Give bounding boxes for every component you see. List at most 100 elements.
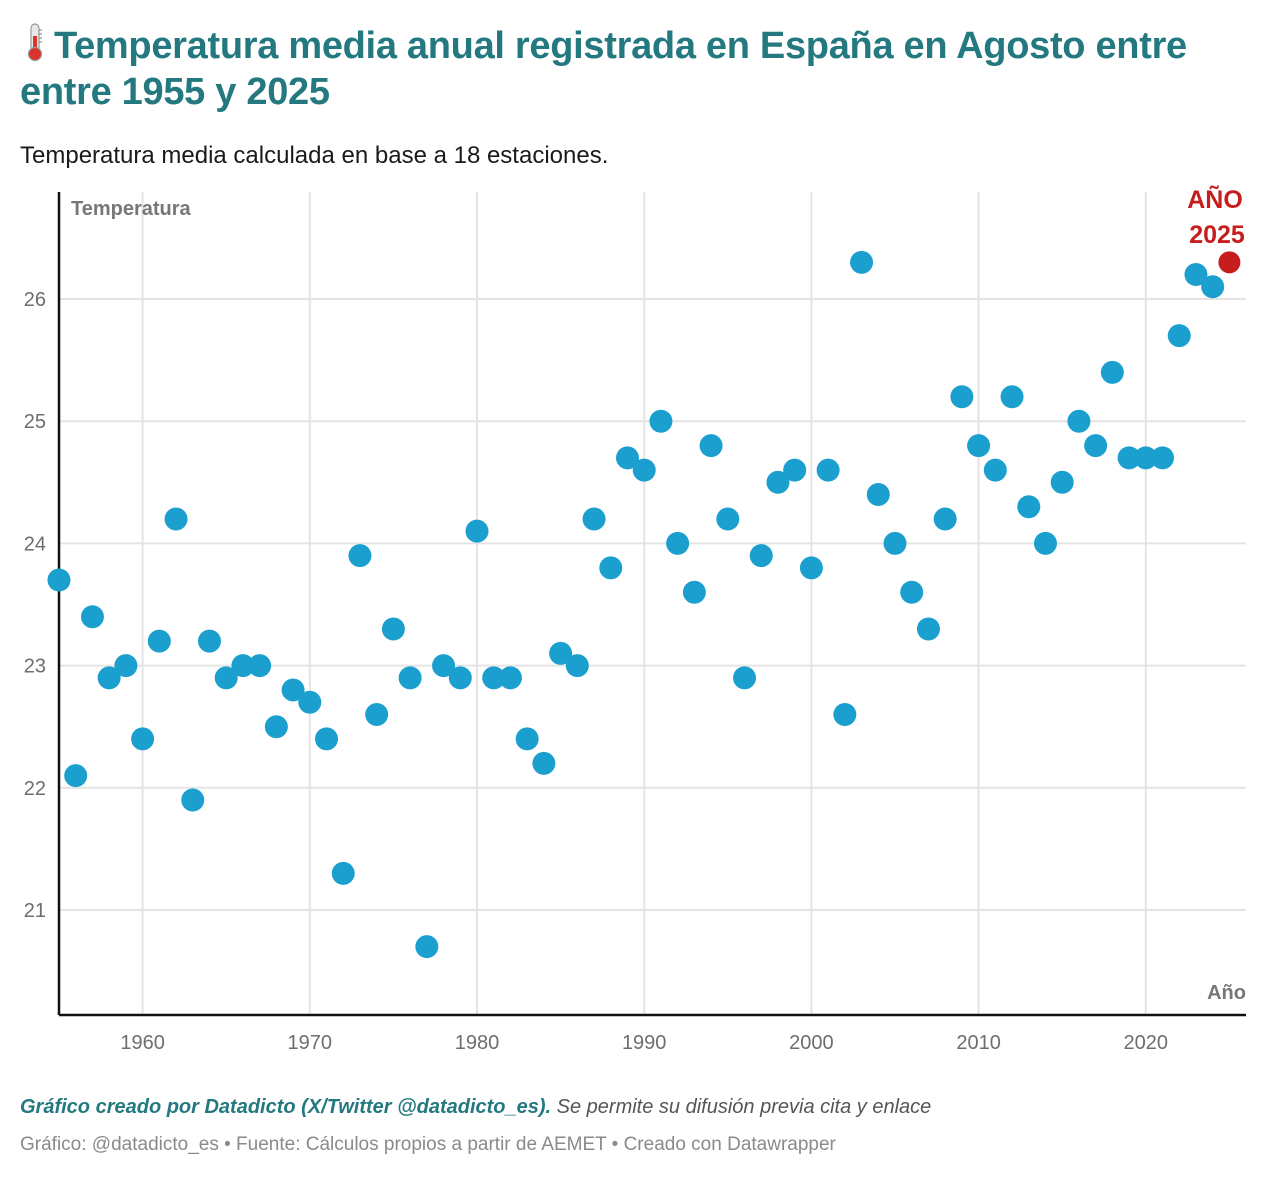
data-point[interactable]: 2008: 24.2 xyxy=(933,507,957,531)
credit-rest: Se permite su difusión previa cita y enl… xyxy=(551,1096,932,1118)
data-point[interactable]: 1981: 22.9 xyxy=(482,666,506,690)
data-point[interactable]: 1955: 23.7 xyxy=(47,568,71,592)
data-point[interactable]: 1999: 24.6 xyxy=(783,458,807,482)
y-tick-label: 25 xyxy=(24,411,46,433)
y-tick-label: 23 xyxy=(24,656,46,678)
data-point[interactable]: 1992: 24 xyxy=(666,531,690,555)
data-point[interactable]: 2022: 25.7 xyxy=(1167,324,1191,348)
data-point[interactable]: 2012: 25.2 xyxy=(1000,385,1024,409)
data-point[interactable]: 1983: 22.4 xyxy=(515,727,539,751)
x-tick-label: 2020 xyxy=(1124,1032,1169,1054)
data-point[interactable]: 1979: 22.9 xyxy=(448,666,472,690)
data-point[interactable]: 2024: 26.1 xyxy=(1201,275,1225,299)
data-point[interactable]: 1988: 23.8 xyxy=(599,556,623,580)
data-point[interactable]: 1980: 24.1 xyxy=(465,519,489,543)
data-point[interactable]: 1972: 21.3 xyxy=(331,861,355,885)
y-tick-label: 24 xyxy=(24,533,46,555)
data-point[interactable]: 1961: 23.2 xyxy=(147,629,171,653)
data-point[interactable]: 1958: 22.9 xyxy=(97,666,121,690)
data-point[interactable]: 1964: 23.2 xyxy=(197,629,221,653)
x-tick-label: 2010 xyxy=(956,1032,1001,1054)
data-point[interactable]: 1997: 23.9 xyxy=(749,544,773,568)
x-tick-label: 1970 xyxy=(288,1032,333,1054)
data-point[interactable]: 2018: 25.4 xyxy=(1100,360,1124,384)
data-point[interactable]: 2005: 24 xyxy=(883,531,907,555)
chart-title-text: Temperatura media anual registrada en Es… xyxy=(20,25,1187,113)
data-point[interactable]: 1987: 24.2 xyxy=(582,507,606,531)
chart-title: Temperatura media anual registrada en Es… xyxy=(20,22,1250,115)
x-tick-label: 1980 xyxy=(455,1032,500,1054)
source-line: Gráfico: @datadicto_es • Fuente: Cálculo… xyxy=(20,1134,836,1155)
data-point[interactable]: 1963: 21.9 xyxy=(181,788,205,812)
data-point[interactable]: 1957: 23.4 xyxy=(80,605,104,629)
data-point[interactable]: 1969: 22.8 xyxy=(281,678,305,702)
data-point[interactable]: 1998: 24.5 xyxy=(766,470,790,494)
highlight-annotation-line2: 2025 xyxy=(1189,221,1245,249)
data-point[interactable]: 1982: 22.9 xyxy=(498,666,522,690)
data-point[interactable]: 1966: 23 xyxy=(231,654,255,678)
highlight-data-point[interactable]: 2025: 26.3 xyxy=(1218,251,1241,274)
data-point[interactable]: 2011: 24.6 xyxy=(983,458,1007,482)
data-point[interactable]: 2023: 26.2 xyxy=(1184,263,1208,287)
data-point[interactable]: 2014: 24 xyxy=(1033,531,1057,555)
x-tick-label: 1990 xyxy=(622,1032,667,1054)
data-point[interactable]: 2000: 23.8 xyxy=(799,556,823,580)
data-point[interactable]: 1995: 24.2 xyxy=(716,507,740,531)
data-point[interactable]: 1975: 23.3 xyxy=(381,617,405,641)
data-point[interactable]: 2003: 26.3 xyxy=(850,250,874,274)
data-point[interactable]: 1996: 22.9 xyxy=(733,666,757,690)
x-tick-label: 1960 xyxy=(120,1032,165,1054)
data-point[interactable]: 1989: 24.7 xyxy=(615,446,639,470)
data-point[interactable]: 2020: 24.7 xyxy=(1134,446,1158,470)
highlight-layer: AÑO 2025 2025: 26.3 xyxy=(1187,184,1245,274)
data-point[interactable]: 1970: 22.7 xyxy=(298,690,322,714)
data-point[interactable]: 1984: 22.2 xyxy=(532,751,556,775)
x-axis-title: Año xyxy=(1207,982,1246,1004)
points-layer: 1955: 23.7 1956: 22.1 1957: 23.4 1958: 22.9… xyxy=(47,250,1225,959)
y-tick-label: 26 xyxy=(24,289,46,311)
data-point[interactable]: 2021: 24.7 xyxy=(1151,446,1175,470)
data-point[interactable]: 1960: 22.4 xyxy=(131,727,155,751)
data-point[interactable]: 2009: 25.2 xyxy=(950,385,974,409)
data-point[interactable]: 1962: 24.2 xyxy=(164,507,188,531)
data-point[interactable]: 2010: 24.8 xyxy=(967,434,991,458)
data-point[interactable]: 2007: 23.3 xyxy=(916,617,940,641)
data-point[interactable]: 2017: 24.8 xyxy=(1084,434,1108,458)
data-point[interactable]: 1993: 23.6 xyxy=(682,580,706,604)
data-point[interactable]: 1959: 23 xyxy=(114,654,138,678)
data-point[interactable]: 1978: 23 xyxy=(432,654,456,678)
x-tick-label: 2000 xyxy=(789,1032,834,1054)
data-point[interactable]: 1994: 24.8 xyxy=(699,434,723,458)
credit-strong: Gráfico creado por Datadicto (X/Twitter … xyxy=(20,1096,552,1118)
y-tick-label: 22 xyxy=(24,778,46,800)
chart-subtitle: Temperatura media calculada en base a 18… xyxy=(20,142,609,169)
data-point[interactable]: 1976: 22.9 xyxy=(398,666,422,690)
data-point[interactable]: 2016: 25 xyxy=(1067,409,1091,433)
data-point[interactable]: 1956: 22.1 xyxy=(64,764,88,788)
data-point[interactable]: 2019: 24.7 xyxy=(1117,446,1141,470)
data-point[interactable]: 1986: 23 xyxy=(565,654,589,678)
highlight-annotation-line1: AÑO xyxy=(1187,184,1243,214)
scatter-chart: 21 22 23 24 25 26 1960 1970 1980 1990 2000 2010 2020… xyxy=(24,184,1246,1054)
data-point[interactable]: 2002: 22.6 xyxy=(833,702,857,726)
data-point[interactable]: 2015: 24.5 xyxy=(1050,470,1074,494)
data-point[interactable]: 1971: 22.4 xyxy=(315,727,339,751)
data-point[interactable]: 1990: 24.6 xyxy=(632,458,656,482)
axis-layer: 21 22 23 24 25 26 1960 1970 1980 1990 2000 2010 2020 xyxy=(24,192,1246,1054)
data-point[interactable]: 1968: 22.5 xyxy=(264,715,288,739)
data-point[interactable]: 2013: 24.3 xyxy=(1017,495,1041,519)
data-point[interactable]: 1973: 23.9 xyxy=(348,544,372,568)
data-point[interactable]: 2006: 23.6 xyxy=(900,580,924,604)
data-point[interactable]: 2004: 24.4 xyxy=(866,483,890,507)
data-point[interactable]: 1967: 23 xyxy=(248,654,272,678)
data-point[interactable]: 1974: 22.6 xyxy=(365,702,389,726)
data-point[interactable]: 1965: 22.9 xyxy=(214,666,238,690)
y-axis-title: Temperatura xyxy=(71,198,192,220)
data-point[interactable]: 2001: 24.6 xyxy=(816,458,840,482)
grid-layer xyxy=(59,192,1246,1015)
data-point[interactable]: 1977: 20.7 xyxy=(415,935,439,959)
data-point[interactable]: 1991: 25 xyxy=(649,409,673,433)
y-tick-label: 21 xyxy=(24,900,46,922)
data-point[interactable]: 1985: 23.1 xyxy=(549,641,573,665)
thermometer-icon xyxy=(27,23,43,62)
